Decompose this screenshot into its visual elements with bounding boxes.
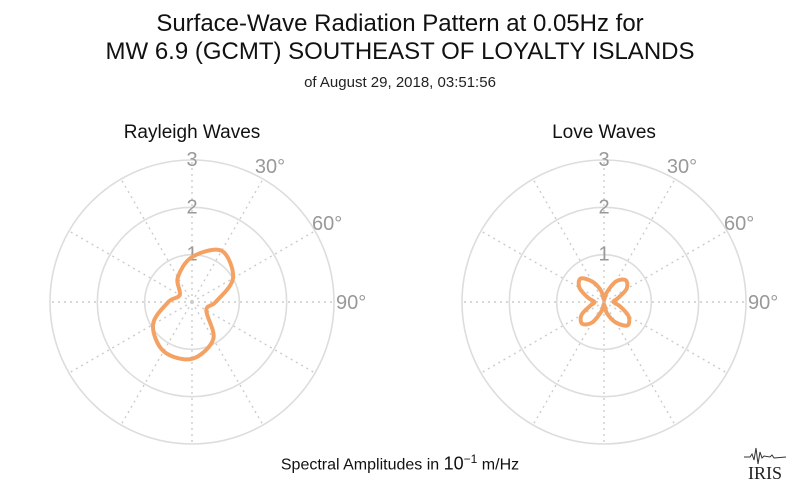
- radiation-pattern-curve: [576, 276, 632, 328]
- polar-center-point: [190, 300, 194, 304]
- chart-title-line2: MW 6.9 (GCMT) SOUTHEAST OF LOYALTY ISLAN…: [105, 38, 695, 65]
- radial-tick-label: 3: [186, 149, 197, 171]
- chart-title-line1: Surface-Wave Radiation Pattern at 0.05Hz…: [156, 10, 644, 37]
- polar-chart-rayleigh: Rayleigh Waves 1 2 3 30° 60° 90°: [49, 122, 366, 445]
- angle-tick-label: 60°: [312, 213, 342, 235]
- radial-grid-ring: [143, 253, 241, 351]
- angular-grid-spoke: [120, 301, 193, 426]
- angle-tick-label: 30°: [255, 156, 285, 178]
- radial-grid-ring: [96, 206, 288, 398]
- radial-tick-label: 1: [598, 244, 609, 266]
- unit-label-prefix: Spectral Amplitudes in: [280, 456, 444, 474]
- unit-label-base: 10: [443, 453, 464, 474]
- radial-tick-label: 2: [186, 196, 197, 218]
- angle-tick-label: 30°: [667, 156, 697, 178]
- radial-grid-ring: [555, 253, 653, 351]
- iris-logo: IRIS: [744, 447, 787, 483]
- radial-tick-label: 3: [598, 149, 609, 171]
- unit-label-exponent: −1: [463, 452, 478, 466]
- polar-chart-title: Rayleigh Waves: [124, 122, 261, 143]
- angle-tick-label: 90°: [748, 292, 778, 314]
- amplitude-unit-label: Spectral Amplitudes in 10−1 m/Hz: [0, 452, 800, 474]
- radiation-pattern-curve: [151, 247, 236, 362]
- angular-grid-spoke: [68, 230, 193, 303]
- angular-grid-spoke: [603, 301, 728, 374]
- angular-grid-spoke: [191, 230, 316, 303]
- angle-tick-label: 60°: [724, 213, 754, 235]
- angular-grid-spoke: [480, 230, 605, 303]
- angular-grid-spoke: [120, 178, 193, 303]
- chart-subtitle: of August 29, 2018, 03:51:56: [304, 74, 496, 91]
- radial-grid-ring: [49, 159, 335, 445]
- unit-label-suffix: m/Hz: [477, 456, 520, 474]
- logo-text: IRIS: [748, 463, 782, 483]
- angular-grid-spoke: [191, 301, 316, 374]
- angular-grid-spoke: [68, 301, 193, 374]
- radial-grid-ring: [508, 206, 700, 398]
- polar-chart-love: Love Waves 1 2 3 30° 60° 90°: [461, 122, 778, 445]
- angular-grid-spoke: [191, 178, 264, 303]
- angular-grid-spoke: [191, 301, 264, 426]
- radial-tick-label: 2: [598, 196, 609, 218]
- radial-grid-ring: [461, 159, 747, 445]
- radial-tick-label: 1: [186, 244, 197, 266]
- polar-chart-title: Love Waves: [552, 122, 656, 143]
- seismogram-icon: [744, 447, 787, 465]
- angle-tick-label: 90°: [336, 292, 366, 314]
